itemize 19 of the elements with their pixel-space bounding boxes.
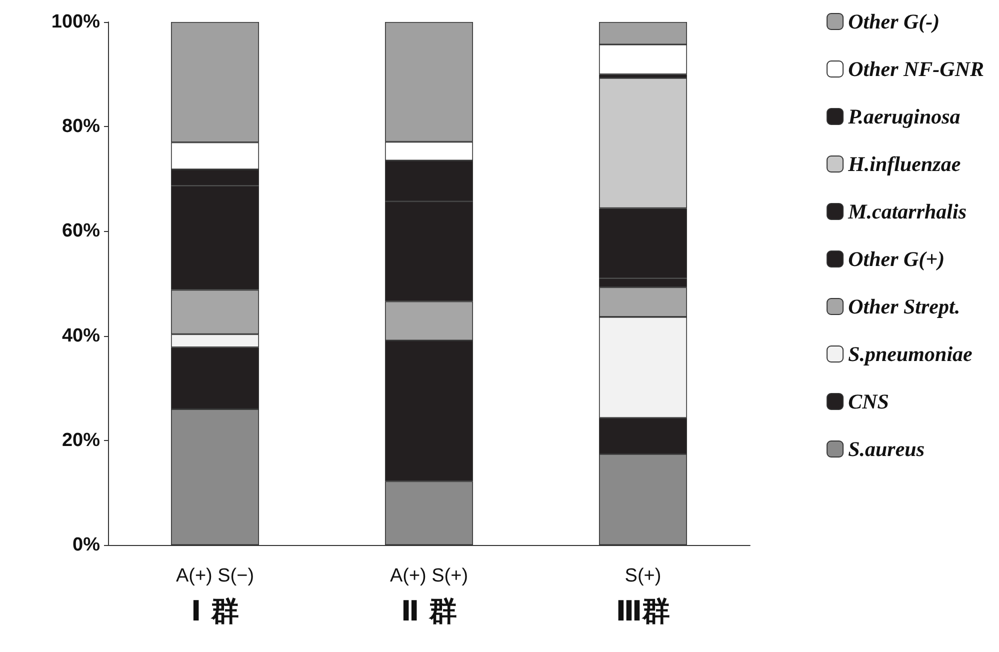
y-tick-label: 100% <box>51 12 100 32</box>
legend-label: S.pneumoniae <box>848 342 972 366</box>
x-tick-label: S(+) Ⅲ群 <box>616 566 670 628</box>
legend-label: Other NF-GNR <box>848 57 984 81</box>
y-tick-label: 0% <box>72 534 100 556</box>
x-tick-label: A(+) S(+) Ⅱ 群 <box>390 566 468 628</box>
legend-label: P.aeruginosa <box>847 104 960 128</box>
legend-label: CNS <box>848 390 889 414</box>
y-tick-label: 20% <box>62 430 100 451</box>
y-tick-label: 40% <box>62 325 100 346</box>
y-tick-label: 80% <box>62 116 100 138</box>
y-tick-label: 60% <box>62 220 100 242</box>
x-tick-label: A(+) S(−) Ⅰ 群 <box>176 566 254 628</box>
legend-label: Other G(+) <box>848 247 945 271</box>
legend-label: S.aureus <box>848 437 925 461</box>
legend-label: M.catarrhalis <box>847 200 967 224</box>
legend-label: Other G(-) <box>848 10 940 34</box>
legend-label: H.influenzae <box>847 152 961 176</box>
legend-label: Other Strept. <box>848 294 960 318</box>
